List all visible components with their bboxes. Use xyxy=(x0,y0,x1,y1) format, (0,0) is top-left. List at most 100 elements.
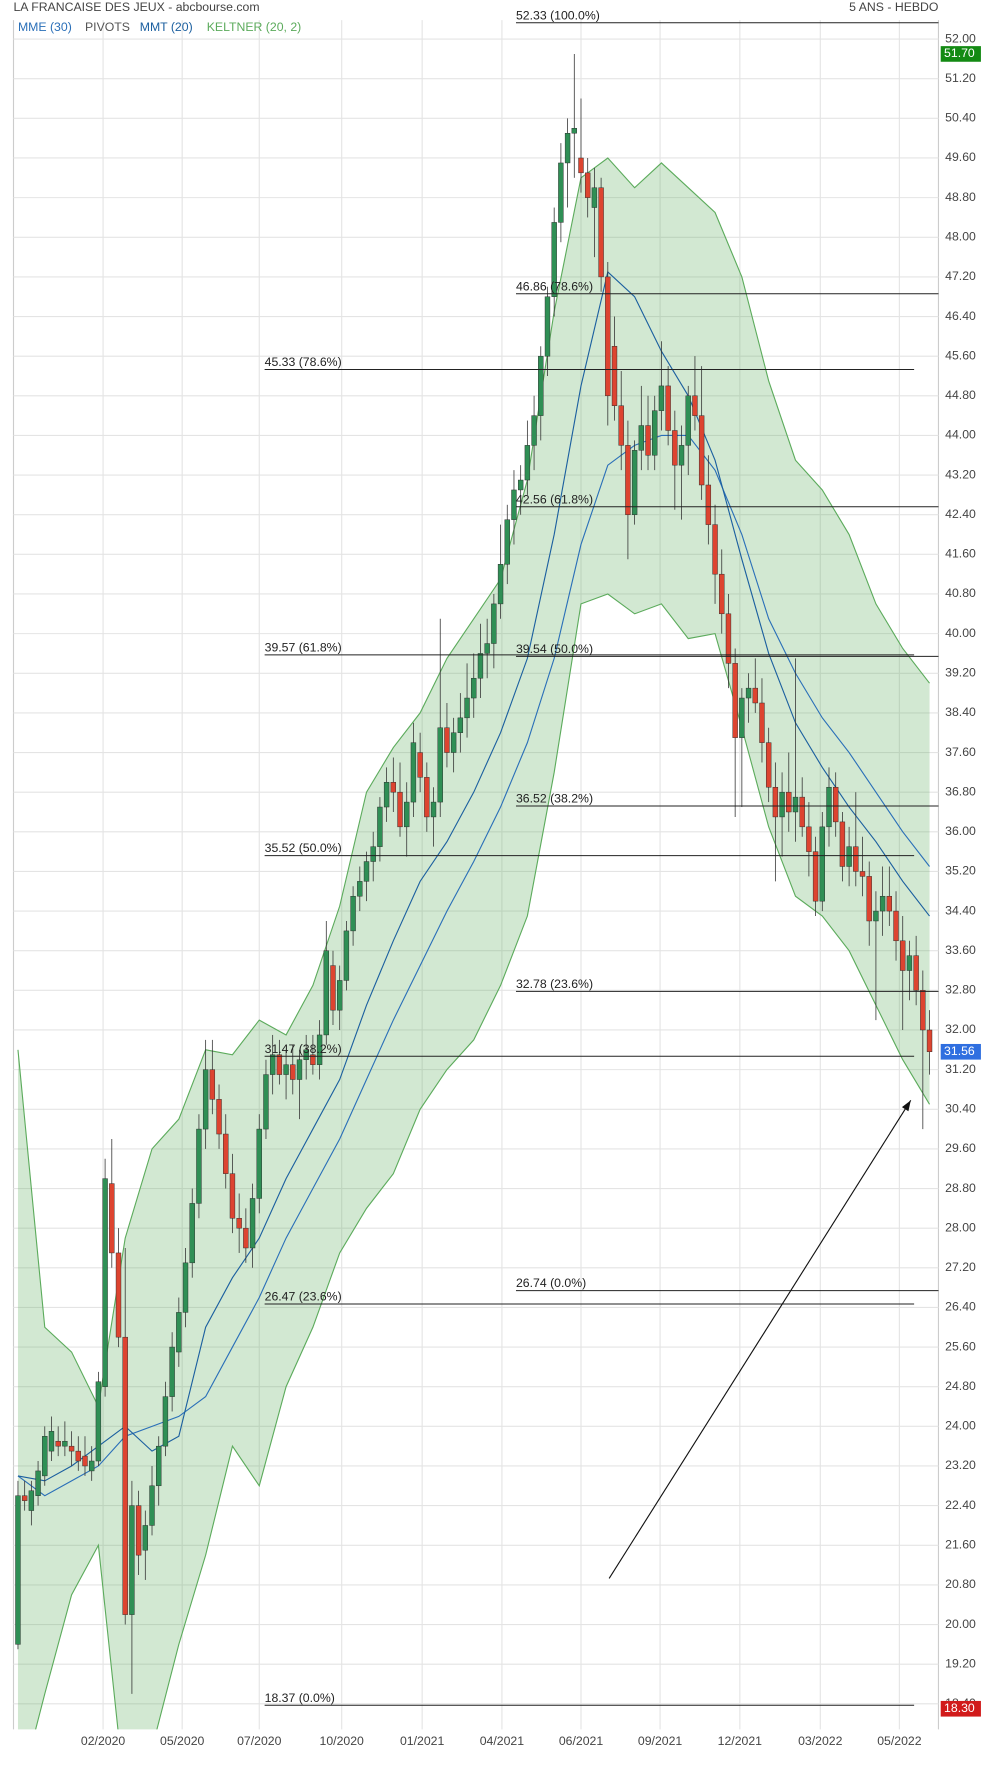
candle-body xyxy=(879,895,886,912)
candle-body xyxy=(497,564,504,605)
candle-body xyxy=(839,821,846,867)
candle-body xyxy=(410,742,417,803)
candle-body xyxy=(182,1262,189,1313)
candle-body xyxy=(15,1495,21,1645)
y-tick-label: 32.80 xyxy=(945,983,976,997)
candle-body xyxy=(357,881,363,897)
candle-body xyxy=(55,1440,61,1447)
y-tick-label: 45.60 xyxy=(945,348,976,362)
candle-body xyxy=(719,573,725,615)
candle-body xyxy=(316,1034,323,1065)
y-tick-label: 25.60 xyxy=(945,1339,976,1353)
candle-body xyxy=(712,524,718,575)
candle-body xyxy=(176,1312,182,1353)
candle-body xyxy=(256,1128,262,1199)
arrow-head xyxy=(901,1100,911,1112)
candle-body xyxy=(223,1133,229,1174)
candle-body xyxy=(390,782,396,793)
candle-body xyxy=(296,1059,303,1080)
y-tick-label: 19.20 xyxy=(945,1656,976,1670)
candle-body xyxy=(591,187,598,208)
y-tick-label: 28.00 xyxy=(945,1220,976,1234)
x-tick-label: 04/2021 xyxy=(480,1734,525,1748)
candle-body xyxy=(846,846,852,867)
keltner-lower xyxy=(35,593,931,1730)
price-badge xyxy=(940,1043,981,1060)
moving-average xyxy=(17,434,930,1497)
y-tick-label: 27.20 xyxy=(945,1260,976,1274)
candle-body xyxy=(799,796,805,828)
y-tick-label: 28.80 xyxy=(945,1181,976,1195)
candle-body xyxy=(350,895,356,932)
arrow-line xyxy=(608,1100,912,1579)
y-tick-label: 22.40 xyxy=(945,1498,976,1512)
candle-body xyxy=(323,950,329,1036)
y-tick-label: 36.00 xyxy=(945,824,976,838)
candle-body xyxy=(209,1069,216,1100)
candle-body xyxy=(658,385,665,411)
candle-body xyxy=(692,395,698,416)
candle-body xyxy=(269,1054,276,1075)
legend-pivots: PIVOTS xyxy=(85,20,130,34)
legend-mme: MME (30) xyxy=(18,20,72,34)
candle-body xyxy=(792,796,799,813)
candle-body xyxy=(605,276,611,397)
y-tick-label: 24.80 xyxy=(945,1379,976,1393)
candle-body xyxy=(377,806,383,847)
candle-body xyxy=(343,930,350,981)
candle-body xyxy=(725,613,732,664)
candle-body xyxy=(759,702,765,743)
candle-body xyxy=(363,861,370,882)
candle-body xyxy=(598,187,604,278)
candle-body xyxy=(109,1183,115,1254)
candle-body xyxy=(571,128,577,134)
candle-body xyxy=(504,519,510,565)
price-badge-label: 18.30 xyxy=(944,1701,975,1715)
candle-body xyxy=(752,687,758,704)
candle-body xyxy=(920,990,926,1031)
candle-body xyxy=(115,1252,122,1338)
candle-body xyxy=(705,484,712,525)
candle-body xyxy=(42,1436,48,1477)
y-tick-label: 50.40 xyxy=(945,111,976,125)
x-tick-label: 02/2020 xyxy=(81,1734,126,1748)
pivot-label: 39.57 (61.8%) xyxy=(265,640,342,654)
candle-body xyxy=(169,1346,175,1397)
candle-body xyxy=(739,697,745,738)
candle-body xyxy=(89,1460,95,1472)
keltner-upper xyxy=(17,157,930,1409)
candle-body xyxy=(484,643,490,654)
price-badge-label: 51.70 xyxy=(944,46,975,60)
candle-body xyxy=(631,450,638,515)
candle-body xyxy=(276,1054,283,1075)
candle-body xyxy=(886,895,893,912)
y-tick-label: 35.20 xyxy=(945,864,976,878)
candle-body xyxy=(82,1455,88,1467)
candle-body xyxy=(263,1074,269,1130)
pivot-label: 35.52 (50.0%) xyxy=(265,841,342,855)
candle-body xyxy=(156,1445,162,1487)
chart-title: LA FRANCAISE DES JEUX - abcbourse.com xyxy=(13,0,259,14)
candle-body xyxy=(685,395,691,446)
pivot-label: 46.86 (78.6%) xyxy=(516,279,593,293)
candle-body xyxy=(652,410,658,456)
candle-body xyxy=(786,791,792,813)
y-tick-label: 20.00 xyxy=(945,1617,976,1631)
candle-body xyxy=(806,826,812,852)
candle-body xyxy=(812,851,819,902)
keltner-band xyxy=(17,157,930,1730)
candle-body xyxy=(765,742,772,788)
candle-body xyxy=(551,222,557,297)
x-tick-label: 03/2022 xyxy=(798,1734,843,1748)
candle-body xyxy=(450,732,457,753)
candle-body xyxy=(900,940,906,971)
candle-body xyxy=(142,1525,148,1551)
candle-body xyxy=(303,1049,309,1060)
x-tick-label: 09/2021 xyxy=(638,1734,683,1748)
y-tick-label: 41.60 xyxy=(945,547,976,561)
candle-body xyxy=(236,1218,242,1229)
legend-keltner: KELTNER (20, 2) xyxy=(207,20,302,34)
candle-body xyxy=(102,1178,108,1387)
candle-body xyxy=(290,1064,296,1080)
